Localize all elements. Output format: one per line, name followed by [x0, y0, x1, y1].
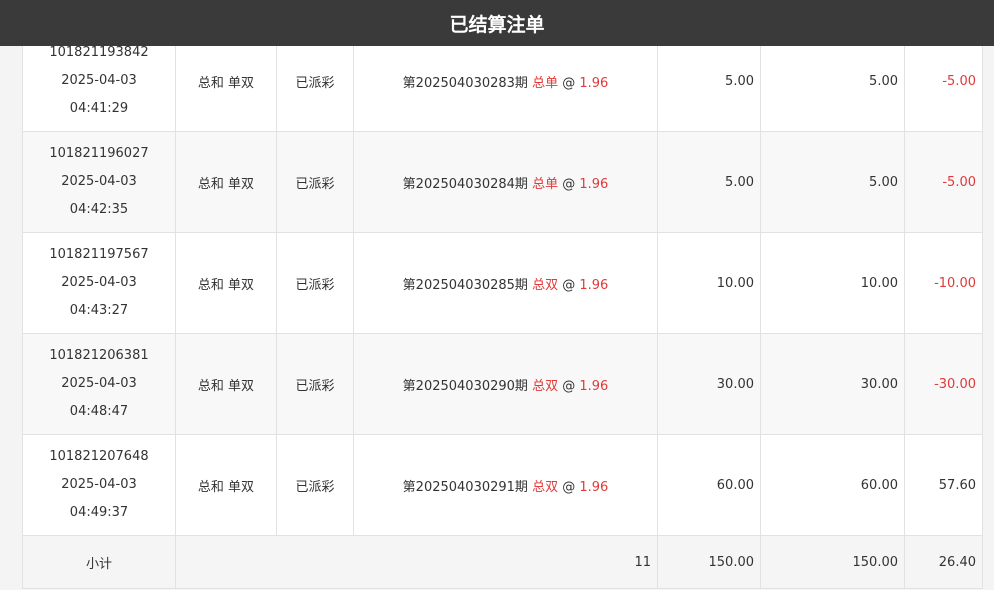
bet-id-cell: 101821193842 2025-04-03 04:41:29 [22, 30, 176, 132]
at-sign: @ [562, 75, 576, 91]
subtotal-amount: 150.00 [657, 535, 761, 589]
bet-detail: 第202504030285期 总双 @ 1.96 [353, 232, 658, 334]
bet-date: 2025-04-03 [61, 275, 137, 290]
status: 已派彩 [276, 131, 354, 233]
valid-amount: 30.00 [760, 333, 905, 435]
at-sign: @ [562, 176, 576, 192]
pick: 总双 [532, 378, 559, 394]
bet-amount: 5.00 [657, 131, 761, 233]
period: 第202504030284期 [402, 176, 528, 192]
valid-amount: 10.00 [760, 232, 905, 334]
subtotal-result: 26.40 [904, 535, 983, 589]
bet-id-cell: 101821197567 2025-04-03 04:43:27 [22, 232, 176, 334]
bet-date: 2025-04-03 [61, 73, 137, 88]
bet-id: 101821193842 [49, 45, 149, 60]
bet-time: 04:43:27 [69, 303, 129, 318]
period: 第202504030291期 [402, 479, 528, 495]
bet-time: 04:48:47 [69, 404, 129, 419]
valid-amount: 60.00 [760, 434, 905, 536]
subtotal-valid: 150.00 [760, 535, 905, 589]
status: 已派彩 [276, 30, 354, 132]
table-row: 101821193842 2025-04-03 04:41:29 总和 单双 已派彩… [22, 30, 983, 132]
bet-id-cell: 101821206381 2025-04-03 04:48:47 [22, 333, 176, 435]
table-row: 101821206381 2025-04-03 04:48:47 总和 单双 已派彩… [22, 333, 983, 435]
page-title: 已结算注单 [449, 13, 545, 36]
period: 第202504030283期 [402, 75, 528, 91]
odds: 1.96 [579, 378, 609, 394]
bet-detail: 第202504030283期 总单 @ 1.96 [353, 30, 658, 132]
period: 第202504030290期 [402, 378, 528, 394]
bet-id: 101821206381 [49, 348, 149, 363]
bet-amount: 10.00 [657, 232, 761, 334]
at-sign: @ [562, 378, 576, 394]
bet-date: 2025-04-03 [61, 174, 137, 189]
game-type: 总和 单双 [175, 333, 277, 435]
subtotal-row: 小计 11 150.00 150.00 26.40 [22, 535, 983, 589]
page-header: 已结算注单 [0, 0, 994, 46]
bet-detail: 第202504030290期 总双 @ 1.96 [353, 333, 658, 435]
win-loss: 57.60 [904, 434, 983, 536]
at-sign: @ [562, 479, 576, 495]
bet-id: 101821196027 [49, 146, 149, 161]
bet-detail: 第202504030284期 总单 @ 1.96 [353, 131, 658, 233]
pick: 总单 [532, 176, 559, 192]
bet-id: 101821197567 [49, 247, 149, 262]
bet-amount: 5.00 [657, 30, 761, 132]
win-loss: -30.00 [904, 333, 983, 435]
pick: 总双 [532, 277, 559, 293]
bet-date: 2025-04-03 [61, 376, 137, 391]
win-loss: -10.00 [904, 232, 983, 334]
bet-amount: 30.00 [657, 333, 761, 435]
status: 已派彩 [276, 434, 354, 536]
bet-date: 2025-04-03 [61, 477, 137, 492]
bet-id-cell: 101821196027 2025-04-03 04:42:35 [22, 131, 176, 233]
subtotal-label: 小计 [22, 535, 176, 589]
settled-bets-table: 101821193842 2025-04-03 04:41:29 总和 单双 已派彩… [22, 30, 983, 589]
bet-time: 04:49:37 [69, 505, 129, 520]
bet-time: 04:42:35 [69, 202, 129, 217]
game-type: 总和 单双 [175, 232, 277, 334]
odds: 1.96 [579, 176, 609, 192]
valid-amount: 5.00 [760, 131, 905, 233]
status: 已派彩 [276, 232, 354, 334]
period: 第202504030285期 [402, 277, 528, 293]
subtotal-count: 11 [175, 535, 658, 589]
bet-id: 101821207648 [49, 449, 149, 464]
odds: 1.96 [579, 479, 609, 495]
odds: 1.96 [579, 75, 609, 91]
bet-time: 04:41:29 [69, 101, 129, 116]
at-sign: @ [562, 277, 576, 293]
game-type: 总和 单双 [175, 434, 277, 536]
pick: 总双 [532, 479, 559, 495]
bet-amount: 60.00 [657, 434, 761, 536]
bet-detail: 第202504030291期 总双 @ 1.96 [353, 434, 658, 536]
status: 已派彩 [276, 333, 354, 435]
odds: 1.96 [579, 277, 609, 293]
table-row: 101821197567 2025-04-03 04:43:27 总和 单双 已派彩… [22, 232, 983, 334]
win-loss: -5.00 [904, 30, 983, 132]
pick: 总单 [532, 75, 559, 91]
win-loss: -5.00 [904, 131, 983, 233]
table-row: 101821196027 2025-04-03 04:42:35 总和 单双 已派彩… [22, 131, 983, 233]
table-row: 101821207648 2025-04-03 04:49:37 总和 单双 已派彩… [22, 434, 983, 536]
game-type: 总和 单双 [175, 131, 277, 233]
bet-id-cell: 101821207648 2025-04-03 04:49:37 [22, 434, 176, 536]
